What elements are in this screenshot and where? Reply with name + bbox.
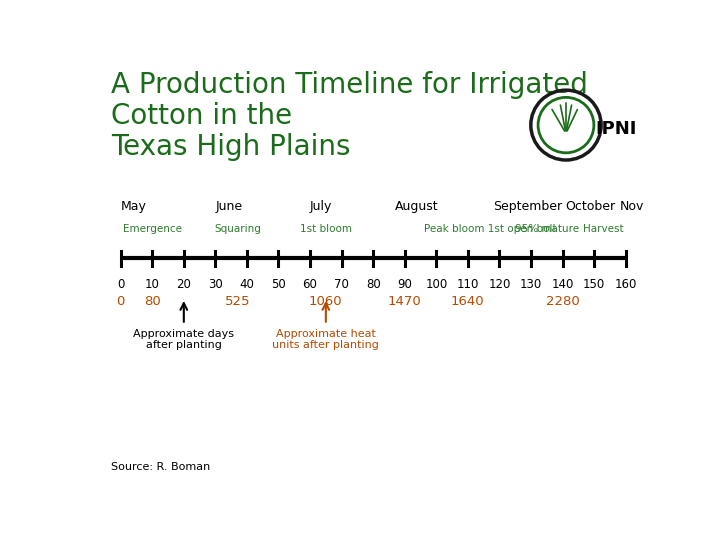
Text: 90: 90 (397, 278, 412, 291)
Text: 1470: 1470 (388, 295, 422, 308)
Text: Texas High Plains: Texas High Plains (111, 133, 351, 161)
Text: 10: 10 (145, 278, 160, 291)
Text: Cotton in the: Cotton in the (111, 102, 292, 130)
Text: 50: 50 (271, 278, 286, 291)
Text: 140: 140 (552, 278, 574, 291)
Text: 0: 0 (117, 278, 125, 291)
Text: Source: R. Boman: Source: R. Boman (111, 462, 210, 472)
Text: June: June (215, 200, 243, 213)
Text: 80: 80 (144, 295, 161, 308)
Text: May: May (121, 200, 147, 213)
Text: Emergence: Emergence (122, 224, 181, 234)
Text: 130: 130 (520, 278, 542, 291)
Text: 95% mature: 95% mature (515, 224, 579, 234)
Text: 1st bloom: 1st bloom (300, 224, 352, 234)
Text: Approximate heat
units after planting: Approximate heat units after planting (272, 329, 379, 350)
Text: 0: 0 (117, 295, 125, 308)
Text: Nov: Nov (619, 200, 644, 213)
Text: August: August (395, 200, 439, 213)
Text: 525: 525 (225, 295, 251, 308)
Text: Approximate days
after planting: Approximate days after planting (133, 329, 234, 350)
Text: Peak bloom 1st open boll: Peak bloom 1st open boll (423, 224, 555, 234)
Text: 40: 40 (240, 278, 254, 291)
Text: September: September (493, 200, 562, 213)
Text: 100: 100 (426, 278, 447, 291)
Text: 60: 60 (302, 278, 318, 291)
Text: 110: 110 (456, 278, 479, 291)
Text: October: October (566, 200, 616, 213)
Text: 150: 150 (583, 278, 606, 291)
Text: 1640: 1640 (451, 295, 485, 308)
Text: 160: 160 (614, 278, 637, 291)
Text: 120: 120 (488, 278, 510, 291)
Text: 70: 70 (334, 278, 349, 291)
Text: 30: 30 (208, 278, 222, 291)
Text: 20: 20 (176, 278, 192, 291)
Text: 80: 80 (366, 278, 381, 291)
Text: 1060: 1060 (309, 295, 343, 308)
Text: 2280: 2280 (546, 295, 580, 308)
Text: A Production Timeline for Irrigated: A Production Timeline for Irrigated (111, 71, 588, 99)
Text: IPNI: IPNI (595, 120, 636, 138)
Text: July: July (310, 200, 333, 213)
Text: Squaring: Squaring (214, 224, 261, 234)
Text: Harvest: Harvest (583, 224, 624, 234)
